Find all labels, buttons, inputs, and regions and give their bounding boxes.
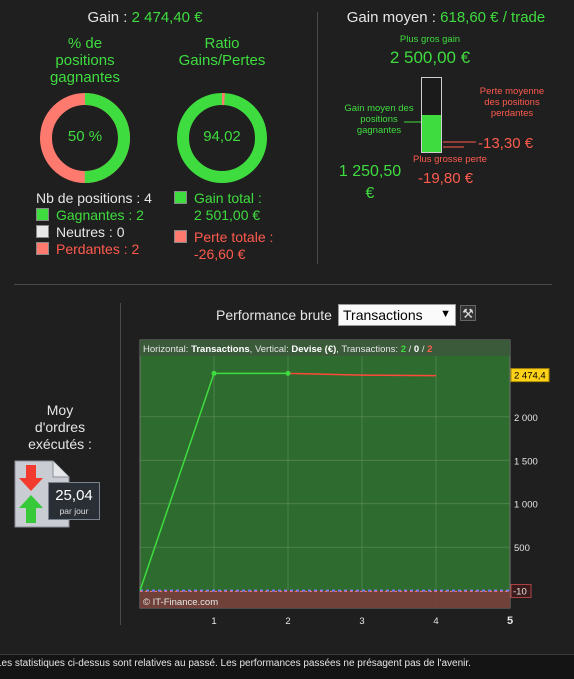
- y-tick-label: 500: [514, 543, 530, 554]
- ratio-donut: 94,02: [176, 92, 268, 184]
- legend-total-loss: Perte totale :: [174, 229, 273, 246]
- average-winning-currency: €: [365, 185, 375, 202]
- series-segment: [139, 373, 215, 591]
- y-tick-label: 2 000: [514, 413, 538, 424]
- avg-orders-line-1: Moy: [46, 402, 74, 418]
- total-gain-value: 2 501,00 €: [194, 207, 261, 223]
- ratio-title-line-2: Gains/Pertes: [178, 52, 266, 69]
- x-tick-label: 1: [211, 616, 216, 627]
- y-tick-label: 1 500: [514, 456, 538, 467]
- gain-value: 2 474,40 €: [131, 9, 203, 26]
- total-loss-value: -26,60 €: [194, 246, 246, 262]
- pct-title-line-2: positions: [55, 52, 115, 69]
- positions-count: Nb de positions : 4: [36, 190, 152, 206]
- legend-winning: Gagnantes : 2: [36, 207, 144, 224]
- wrench-icon[interactable]: ⚒: [460, 305, 476, 321]
- ratio-value: 94,02: [203, 128, 241, 145]
- green-square-icon: [174, 191, 187, 204]
- chevron-down-icon: ▼: [440, 308, 451, 320]
- average-loss-value: -13,30 €: [478, 135, 534, 152]
- left-divider: [120, 303, 121, 625]
- y-tick-label: 1 000: [514, 500, 538, 511]
- winning-pct-donut: 50 %: [39, 92, 131, 184]
- total-gain-label: Gain total :: [194, 190, 262, 206]
- plot-header-bar: [140, 340, 510, 356]
- red-square-icon: [36, 242, 49, 255]
- gain-label: Gain :: [87, 9, 132, 26]
- average-gain-value: 618,60 € / trade: [440, 9, 546, 26]
- legend-total-gain: Gain total :: [174, 190, 262, 207]
- biggest-gain-value: 2 500,00 €: [389, 48, 471, 67]
- performance-label: Performance brute: [216, 307, 332, 323]
- loss-zone: [140, 590, 510, 608]
- data-point: [211, 370, 217, 376]
- average-gain-label: Gain moyen :: [346, 9, 441, 26]
- x-tick-label: 5: [507, 615, 513, 627]
- ratio-title: Ratio Gains/Pertes: [160, 35, 284, 69]
- min-value-box: [510, 583, 532, 598]
- ratio-title-line-1: Ratio: [204, 35, 240, 52]
- avg-orders-line-2: d'ordres: [34, 419, 86, 435]
- watermark: © IT-Finance.com: [143, 597, 218, 608]
- disclaimer-text: Les statistiques ci-dessus sont relative…: [0, 658, 471, 669]
- avg-orders-box: 25,04 par jour: [48, 482, 100, 520]
- series-segment: [361, 374, 437, 377]
- avg-orders-unit: par jour: [59, 506, 89, 516]
- x-tick-label: 3: [359, 616, 364, 627]
- current-value-box: [510, 368, 550, 383]
- pct-title-line-3: gagnantes: [49, 69, 121, 86]
- data-point: [285, 370, 291, 376]
- red-square-icon: [174, 230, 187, 243]
- biggest-loss-value: -19,80 €: [418, 170, 474, 187]
- series-segment: [287, 372, 363, 376]
- chart-header: Horizontal: Transactions, Vertical: Devi…: [143, 344, 432, 355]
- pct-title-line-1: % de: [67, 35, 103, 52]
- current-value-label: 2 474,4: [514, 371, 546, 382]
- select-value: Transactions: [343, 307, 423, 323]
- white-square-icon: [36, 225, 49, 238]
- legend-neutral: Neutres : 0: [36, 224, 124, 241]
- x-tick-label: 2: [285, 616, 290, 627]
- avg-orders-line-3: exécutés :: [28, 436, 92, 452]
- average-winning-label: Gain moyen des positions gagnantes: [344, 103, 414, 136]
- average-winning-value: 1 250,50 €: [334, 161, 406, 205]
- winning-pct-value: 50 %: [67, 128, 103, 145]
- green-square-icon: [36, 208, 49, 221]
- total-gain: Gain : 2 474,40 €: [0, 9, 290, 26]
- winning-positions-title: % de positions gagnantes: [25, 35, 145, 86]
- average-gain-gauge: [421, 77, 442, 153]
- legend-losing: Perdantes : 2: [36, 241, 139, 258]
- avg-orders-value: 25,04: [55, 487, 93, 504]
- average-loss-label: Perte moyenne des positions perdantes: [479, 86, 545, 119]
- plot-area: [139, 339, 511, 609]
- footer-bar: Les statistiques ci-dessus sont relative…: [0, 654, 574, 679]
- biggest-loss-label: Plus grosse perte: [413, 154, 487, 165]
- losing-count: Perdantes : 2: [56, 241, 140, 257]
- biggest-gain-label: Plus gros gain: [399, 34, 461, 45]
- performance-select[interactable]: Transactions ▼: [338, 304, 456, 326]
- average-gain: Gain moyen : 618,60 € / trade: [318, 9, 574, 26]
- x-tick-label: 4: [433, 616, 438, 627]
- winning-count: Gagnantes : 2: [56, 207, 144, 223]
- performance-chart: Horizontal: Transactions, Vertical: Devi…: [139, 339, 550, 627]
- gauge-connectors: [404, 121, 476, 148]
- vertical-divider: [317, 12, 318, 264]
- avg-orders-label: Moy d'ordres exécutés :: [10, 402, 110, 453]
- horizontal-divider: [14, 284, 552, 285]
- neutral-count: Neutres : 0: [56, 224, 125, 240]
- average-winning-amount: 1 250,50: [338, 163, 402, 180]
- total-loss-label: Perte totale :: [194, 229, 274, 245]
- min-value-label: -10: [513, 586, 527, 597]
- gauge-fill: [422, 115, 441, 152]
